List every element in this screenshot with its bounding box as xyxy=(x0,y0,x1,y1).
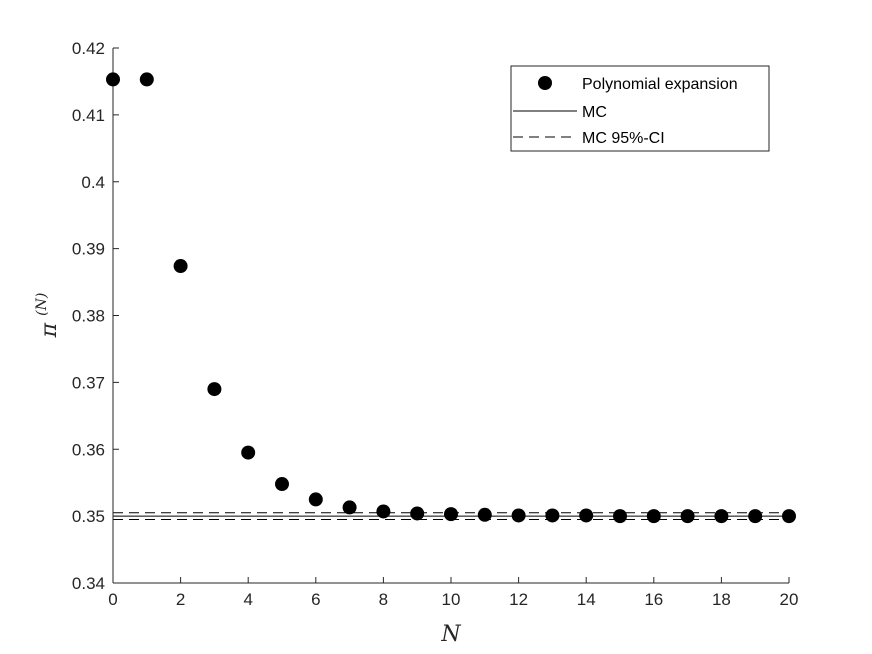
data-point xyxy=(748,509,763,524)
y-tick-label: 0.41 xyxy=(72,106,105,125)
legend-label-polynomial: Polynomial expansion xyxy=(582,76,738,93)
y-tick-label: 0.38 xyxy=(72,307,105,326)
legend-marker-polynomial xyxy=(538,76,552,90)
data-point xyxy=(376,504,391,519)
data-point xyxy=(782,509,796,524)
y-axis-label: π (N) xyxy=(34,293,62,339)
x-tick-label: 16 xyxy=(644,590,663,609)
y-tick-label: 0.36 xyxy=(72,440,105,459)
data-point xyxy=(342,500,357,515)
data-point xyxy=(444,507,458,522)
data-point xyxy=(275,477,289,492)
x-tick-label: 10 xyxy=(442,590,461,609)
x-tick-label: 4 xyxy=(243,590,252,609)
data-point xyxy=(207,382,222,397)
data-point xyxy=(613,509,627,524)
data-point xyxy=(680,509,695,524)
x-axis-label: N xyxy=(440,622,461,647)
data-point xyxy=(579,508,594,523)
data-point xyxy=(545,508,560,523)
data-point xyxy=(477,507,492,522)
data-points xyxy=(106,72,796,524)
y-tick-label: 0.34 xyxy=(72,574,105,593)
y-tick-label: 0.39 xyxy=(72,240,105,259)
data-point xyxy=(646,509,661,524)
data-point xyxy=(139,72,154,87)
axis-labels: N π (N) xyxy=(34,293,461,647)
x-tick-label: 20 xyxy=(780,590,799,609)
legend-label-mc: MC xyxy=(582,104,607,121)
data-point xyxy=(511,508,526,523)
x-tick-label: 2 xyxy=(176,590,185,609)
data-point xyxy=(173,259,188,274)
legend-label-ci: MC 95%-CI xyxy=(582,130,665,147)
data-point xyxy=(106,72,120,87)
x-tick-label: 0 xyxy=(108,590,117,609)
data-point xyxy=(714,509,729,524)
x-tick-label: 8 xyxy=(379,590,388,609)
data-point xyxy=(308,492,323,507)
legend: Polynomial expansion MC MC 95%-CI xyxy=(510,65,770,152)
x-tick-label: 18 xyxy=(712,590,731,609)
y-tick-label: 0.42 xyxy=(72,39,105,58)
x-tick-label: 14 xyxy=(577,590,596,609)
x-tick-label: 6 xyxy=(311,590,320,609)
y-tick-label: 0.4 xyxy=(81,173,105,192)
y-axis-label-main: π xyxy=(37,322,62,338)
y-tick-label: 0.35 xyxy=(72,507,105,526)
x-tick-label: 12 xyxy=(509,590,528,609)
data-point xyxy=(410,506,425,521)
data-point xyxy=(241,445,256,460)
axes: 0 2 4 6 8 10 12 14 16 18 20 0.34 0.35 0.36 0.37 0.38 0.3… xyxy=(72,39,799,609)
y-axis-label-superscript: (N) xyxy=(34,293,50,316)
y-tick-label: 0.37 xyxy=(72,373,105,392)
